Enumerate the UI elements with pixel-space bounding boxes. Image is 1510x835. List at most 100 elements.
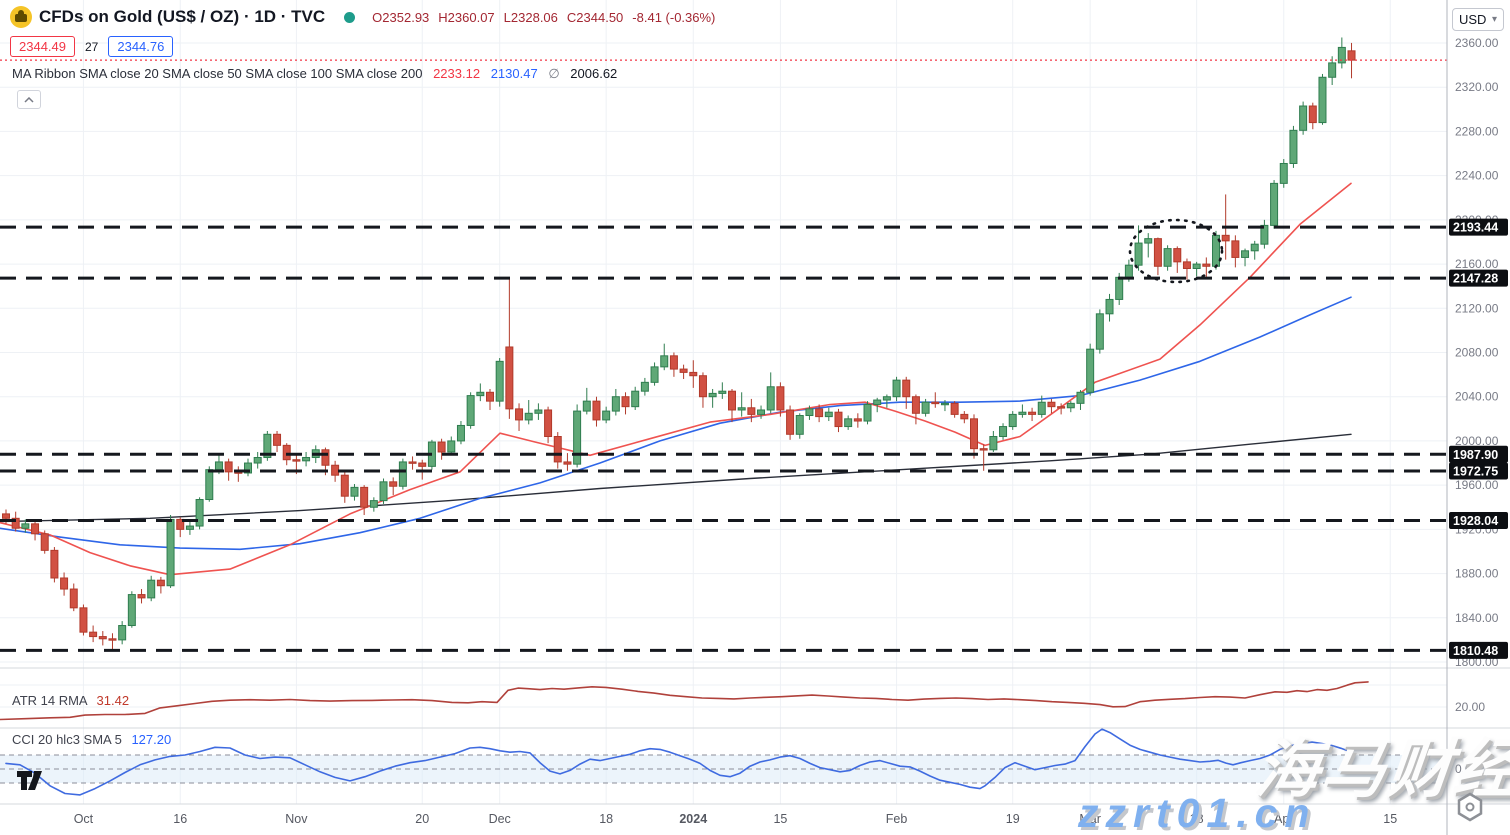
- candle-body: [1192, 263, 1201, 269]
- ma-avg-value: 2006.62: [570, 66, 618, 81]
- price-tick-label: 2120.00: [1455, 301, 1499, 315]
- ma-avg-symbol: ∅: [548, 66, 560, 81]
- price-tick-label: 2320.00: [1455, 80, 1499, 94]
- time-axis-label: Feb: [886, 812, 908, 826]
- candle-body: [766, 386, 775, 411]
- price-tick-label: 2280.00: [1455, 124, 1499, 138]
- candle-body: [340, 474, 349, 497]
- price-level-label-text: 2193.44: [1453, 221, 1498, 235]
- candle-body: [970, 418, 978, 450]
- candle-body: [950, 402, 959, 415]
- candle-body: [640, 381, 649, 392]
- candle-body: [708, 392, 717, 398]
- cci-legend[interactable]: CCI 20 hlc3 SMA 5 127.20: [12, 732, 171, 747]
- candle-body: [1105, 298, 1114, 315]
- price-tick-label: 2160.00: [1455, 257, 1499, 271]
- candle-body: [573, 410, 582, 465]
- atr-tick-label: 20.00: [1455, 700, 1485, 714]
- price-level-label: [1449, 269, 1508, 287]
- market-status-dot[interactable]: [344, 11, 356, 23]
- collapse-legend-button[interactable]: [17, 90, 41, 109]
- candle-body: [1134, 242, 1143, 266]
- currency-label: USD: [1459, 12, 1487, 27]
- candle-body: [108, 638, 117, 641]
- candle-body: [834, 411, 843, 428]
- ma-ribbon-legend[interactable]: MA Ribbon SMA close 20 SMA close 50 SMA …: [12, 66, 624, 82]
- candle-body: [31, 523, 40, 535]
- price-level-label-text: 2147.28: [1453, 272, 1498, 286]
- candle-body: [602, 410, 611, 421]
- price-tick-label: 2240.00: [1455, 169, 1499, 183]
- candle-body: [921, 401, 930, 414]
- candle-body: [495, 360, 504, 402]
- ohlc-change: -8.41 (-0.36%): [632, 9, 716, 25]
- candle-body: [776, 386, 785, 411]
- price-tick-label: 2040.00: [1455, 390, 1499, 404]
- candle-body: [679, 368, 688, 373]
- time-axis-label: 15: [1383, 812, 1397, 826]
- ma-ribbon-label: MA Ribbon SMA close 20 SMA close 50 SMA …: [12, 66, 423, 81]
- candle-body: [1241, 250, 1250, 258]
- time-axis-label: 2024: [679, 812, 707, 826]
- time-axis-label: 15: [773, 812, 787, 826]
- candle-body: [466, 395, 475, 426]
- symbol-header: CFDs on Gold (US$ / OZ) · 1D · TVC O2352…: [10, 6, 724, 28]
- candle-body: [185, 525, 194, 530]
- currency-dropdown[interactable]: USD ▾: [1452, 8, 1504, 31]
- candle-body: [369, 500, 378, 508]
- tradingview-logo[interactable]: [16, 768, 50, 794]
- time-axis-label: Nov: [285, 812, 308, 826]
- time-axis-label: Mar: [1079, 812, 1101, 826]
- atr-line: [0, 681, 1369, 721]
- candle-body: [205, 469, 214, 501]
- price-level-label: [1449, 445, 1508, 463]
- candle-body: [360, 486, 369, 508]
- candle-body: [882, 396, 891, 401]
- buy-button[interactable]: 2344.76: [108, 36, 174, 57]
- candle-body: [902, 379, 911, 398]
- ma20-value: 2233.12: [433, 66, 481, 81]
- candle-body: [2, 513, 10, 519]
- time-axis-label: Dec: [489, 812, 511, 826]
- sma50-line: [0, 296, 1352, 551]
- candle-body: [195, 499, 204, 527]
- candle-body: [253, 457, 262, 464]
- chevron-up-icon: [24, 96, 34, 103]
- candle-body: [592, 400, 601, 421]
- candle-body: [437, 441, 446, 453]
- candle-body: [660, 355, 669, 368]
- candle-body: [176, 518, 185, 530]
- price-axis[interactable]: [1447, 0, 1510, 804]
- ohlc-close: C2344.50: [566, 9, 624, 25]
- ohlc-values: O2352.93 H2360.07 L2328.06 C2344.50 -8.41 (-…: [372, 10, 724, 25]
- price-level-label: [1449, 218, 1508, 236]
- candle-body: [689, 371, 698, 377]
- price-level-label: [1449, 641, 1508, 659]
- candle-body: [611, 396, 620, 412]
- candle-body: [1182, 261, 1191, 269]
- candle-body: [582, 400, 591, 412]
- candle-body: [1337, 46, 1346, 64]
- candle-body: [263, 433, 272, 459]
- candle-body: [350, 486, 359, 497]
- candle-body: [21, 523, 30, 529]
- candle-body: [1153, 238, 1162, 267]
- atr-legend[interactable]: ATR 14 RMA 31.42: [12, 693, 129, 708]
- candle-body: [244, 462, 252, 474]
- candle-body: [873, 399, 882, 405]
- cci-label: CCI 20 hlc3 SMA 5: [12, 732, 122, 747]
- candle-body: [979, 448, 988, 451]
- candle-body: [1270, 182, 1279, 226]
- chevron-down-icon: ▾: [1491, 14, 1497, 25]
- candle-body: [273, 433, 282, 446]
- candle-body: [1095, 313, 1104, 350]
- candle-body: [1260, 224, 1269, 245]
- sell-button[interactable]: 2344.49: [10, 36, 75, 57]
- symbol-title[interactable]: CFDs on Gold (US$ / OZ) · 1D · TVC: [39, 7, 326, 26]
- candle-body: [931, 401, 940, 405]
- candle-body: [524, 412, 533, 421]
- candle-body: [737, 407, 746, 411]
- candle-body: [1173, 248, 1182, 263]
- candle-body: [631, 390, 640, 408]
